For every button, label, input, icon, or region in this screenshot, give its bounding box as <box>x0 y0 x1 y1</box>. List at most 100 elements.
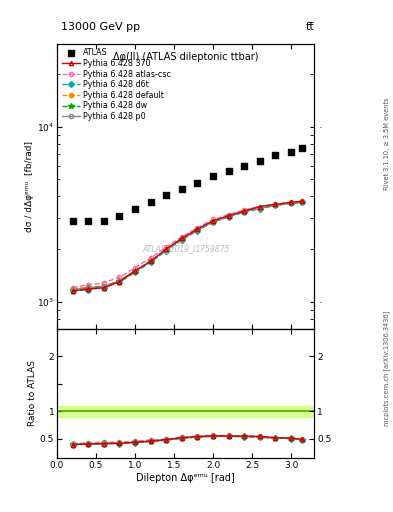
Pythia 6.428 370 <box>195 226 200 232</box>
ATLAS <box>272 151 279 159</box>
Pythia 6.428 370 <box>70 288 75 294</box>
Y-axis label: dσ / dΔφᵉᵐᵘ  [fb/rad]: dσ / dΔφᵉᵐᵘ [fb/rad] <box>25 141 34 231</box>
Pythia 6.428 370 <box>211 218 215 224</box>
Pythia 6.428 370 <box>242 208 246 214</box>
Pythia 6.428 p0 <box>299 199 304 205</box>
Y-axis label: Ratio to ATLAS: Ratio to ATLAS <box>28 360 37 426</box>
Pythia 6.428 370 <box>86 286 90 292</box>
Pythia 6.428 370 <box>117 279 122 285</box>
Pythia 6.428 370 <box>148 258 153 264</box>
Pythia 6.428 default <box>164 247 169 253</box>
ATLAS <box>85 217 91 225</box>
Pythia 6.428 atlas-csc <box>117 274 122 280</box>
Pythia 6.428 d6t <box>211 219 215 225</box>
Pythia 6.428 p0 <box>273 202 278 208</box>
ATLAS <box>132 205 138 213</box>
Pythia 6.428 default <box>273 202 278 208</box>
Text: Rivet 3.1.10, ≥ 3.5M events: Rivet 3.1.10, ≥ 3.5M events <box>384 97 390 189</box>
Pythia 6.428 atlas-csc <box>211 217 215 223</box>
ATLAS <box>116 211 123 220</box>
Pythia 6.428 atlas-csc <box>257 203 262 209</box>
Pythia 6.428 p0 <box>242 208 246 215</box>
X-axis label: Dilepton Δφᵉᵐᵘ [rad]: Dilepton Δφᵉᵐᵘ [rad] <box>136 473 235 483</box>
Pythia 6.428 d6t <box>273 202 278 208</box>
Pythia 6.428 default <box>195 227 200 233</box>
Pythia 6.428 370 <box>164 246 169 252</box>
Pythia 6.428 p0 <box>117 278 122 284</box>
Pythia 6.428 p0 <box>226 214 231 220</box>
Pythia 6.428 d6t <box>117 279 122 285</box>
Pythia 6.428 default <box>180 236 184 242</box>
Line: Pythia 6.428 370: Pythia 6.428 370 <box>70 199 304 293</box>
Pythia 6.428 dw <box>257 205 262 211</box>
Text: 13000 GeV pp: 13000 GeV pp <box>61 22 140 32</box>
Text: Δφ(ll) (ATLAS dileptonic ttbar): Δφ(ll) (ATLAS dileptonic ttbar) <box>113 52 259 62</box>
Pythia 6.428 p0 <box>180 237 184 243</box>
Pythia 6.428 d6t <box>70 288 75 294</box>
Pythia 6.428 atlas-csc <box>101 280 106 286</box>
Pythia 6.428 atlas-csc <box>164 244 169 250</box>
Pythia 6.428 370 <box>180 236 184 242</box>
Pythia 6.428 dw <box>226 214 231 220</box>
Legend: ATLAS, Pythia 6.428 370, Pythia 6.428 atlas-csc, Pythia 6.428 d6t, Pythia 6.428 : ATLAS, Pythia 6.428 370, Pythia 6.428 at… <box>60 47 173 123</box>
Pythia 6.428 d6t <box>148 259 153 265</box>
Pythia 6.428 default <box>70 286 75 292</box>
Pythia 6.428 d6t <box>242 209 246 215</box>
Pythia 6.428 p0 <box>195 227 200 233</box>
Text: tt̅: tt̅ <box>306 22 314 32</box>
ATLAS <box>101 217 107 225</box>
Pythia 6.428 d6t <box>132 269 137 275</box>
ATLAS <box>179 185 185 193</box>
Pythia 6.428 atlas-csc <box>132 265 137 271</box>
Text: ATLAS_2019_I1759875: ATLAS_2019_I1759875 <box>142 244 230 253</box>
Pythia 6.428 p0 <box>164 247 169 253</box>
Pythia 6.428 370 <box>273 201 278 207</box>
Pythia 6.428 dw <box>211 219 215 225</box>
Pythia 6.428 dw <box>195 227 200 233</box>
ATLAS <box>163 190 169 199</box>
Pythia 6.428 atlas-csc <box>195 225 200 231</box>
Pythia 6.428 dw <box>180 237 184 243</box>
Pythia 6.428 default <box>288 200 293 206</box>
Pythia 6.428 default <box>242 208 246 215</box>
Pythia 6.428 d6t <box>86 287 90 293</box>
Pythia 6.428 d6t <box>299 199 304 205</box>
Pythia 6.428 370 <box>257 203 262 209</box>
Pythia 6.428 dw <box>117 279 122 285</box>
Pythia 6.428 d6t <box>257 206 262 212</box>
Pythia 6.428 p0 <box>70 287 75 293</box>
Pythia 6.428 default <box>226 213 231 219</box>
Text: mcplots.cern.ch [arXiv:1306.3436]: mcplots.cern.ch [arXiv:1306.3436] <box>384 311 391 426</box>
Pythia 6.428 atlas-csc <box>148 255 153 261</box>
Pythia 6.428 default <box>117 278 122 284</box>
Pythia 6.428 atlas-csc <box>242 207 246 213</box>
Pythia 6.428 default <box>257 205 262 211</box>
Pythia 6.428 p0 <box>86 285 90 291</box>
Line: Pythia 6.428 p0: Pythia 6.428 p0 <box>70 200 304 292</box>
Pythia 6.428 d6t <box>180 237 184 243</box>
Pythia 6.428 dw <box>101 284 106 290</box>
Line: Pythia 6.428 dw: Pythia 6.428 dw <box>70 199 305 293</box>
Pythia 6.428 dw <box>299 199 304 205</box>
Pythia 6.428 dw <box>148 258 153 264</box>
Pythia 6.428 dw <box>288 200 293 206</box>
Pythia 6.428 p0 <box>132 268 137 274</box>
ATLAS <box>194 179 200 187</box>
Pythia 6.428 p0 <box>257 205 262 211</box>
Line: Pythia 6.428 default: Pythia 6.428 default <box>70 200 304 291</box>
ATLAS <box>226 167 232 175</box>
ATLAS <box>147 198 154 206</box>
ATLAS <box>70 217 76 225</box>
Pythia 6.428 d6t <box>195 227 200 233</box>
Pythia 6.428 atlas-csc <box>299 198 304 204</box>
ATLAS <box>288 147 294 156</box>
Pythia 6.428 dw <box>86 285 90 291</box>
Pythia 6.428 d6t <box>288 200 293 206</box>
Pythia 6.428 atlas-csc <box>86 282 90 288</box>
Pythia 6.428 p0 <box>101 284 106 290</box>
Pythia 6.428 370 <box>101 285 106 291</box>
Pythia 6.428 atlas-csc <box>226 211 231 218</box>
Pythia 6.428 d6t <box>101 285 106 291</box>
Pythia 6.428 atlas-csc <box>288 199 293 205</box>
ATLAS <box>257 157 263 165</box>
